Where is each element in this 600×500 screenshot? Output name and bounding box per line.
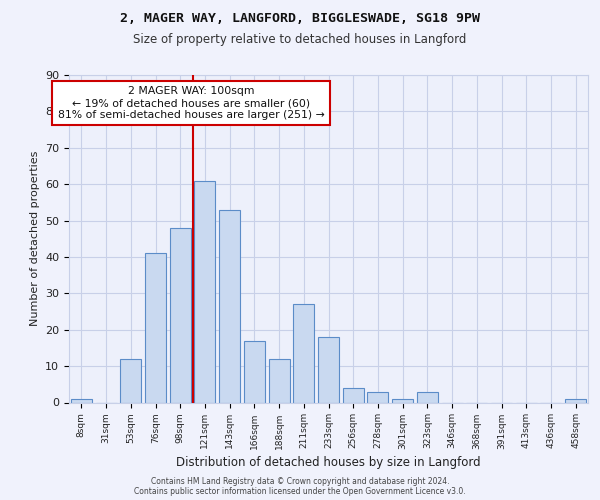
Bar bbox=[244, 340, 265, 402]
Bar bbox=[219, 210, 240, 402]
X-axis label: Distribution of detached houses by size in Langford: Distribution of detached houses by size … bbox=[176, 456, 481, 468]
Bar bbox=[565, 399, 586, 402]
Bar bbox=[367, 392, 388, 402]
Bar bbox=[293, 304, 314, 402]
Bar bbox=[417, 392, 438, 402]
Bar bbox=[392, 399, 413, 402]
Bar bbox=[120, 359, 141, 403]
Text: 2, MAGER WAY, LANGFORD, BIGGLESWADE, SG18 9PW: 2, MAGER WAY, LANGFORD, BIGGLESWADE, SG1… bbox=[120, 12, 480, 26]
Text: Contains public sector information licensed under the Open Government Licence v3: Contains public sector information licen… bbox=[134, 487, 466, 496]
Y-axis label: Number of detached properties: Number of detached properties bbox=[29, 151, 40, 326]
Bar bbox=[269, 359, 290, 403]
Bar bbox=[71, 399, 92, 402]
Text: Size of property relative to detached houses in Langford: Size of property relative to detached ho… bbox=[133, 32, 467, 46]
Text: 2 MAGER WAY: 100sqm
← 19% of detached houses are smaller (60)
81% of semi-detach: 2 MAGER WAY: 100sqm ← 19% of detached ho… bbox=[58, 86, 325, 120]
Bar bbox=[145, 254, 166, 402]
Bar bbox=[343, 388, 364, 402]
Text: Contains HM Land Registry data © Crown copyright and database right 2024.: Contains HM Land Registry data © Crown c… bbox=[151, 477, 449, 486]
Bar bbox=[194, 180, 215, 402]
Bar bbox=[170, 228, 191, 402]
Bar bbox=[318, 337, 339, 402]
